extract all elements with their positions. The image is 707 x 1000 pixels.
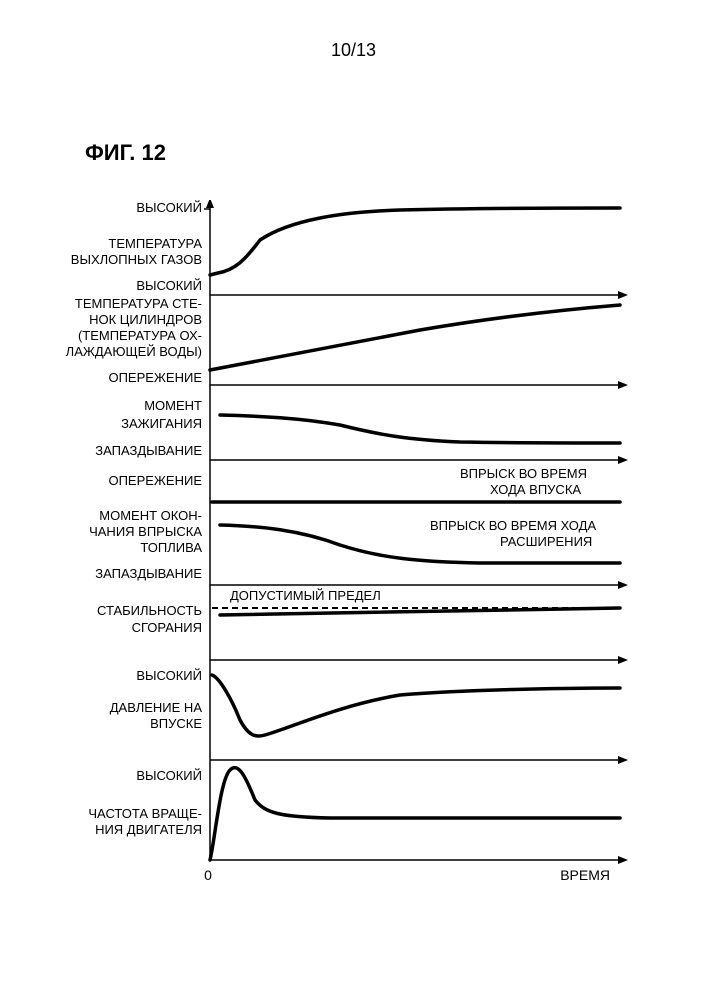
ignition-timing-label: МОМЕНТ	[144, 398, 202, 413]
chart-svg: ВЫСОКИЙ ТЕМПЕРАТУРАВЫХЛОПНЫХ ГАЗОВ ВЫСОКИЙ…	[60, 200, 640, 900]
injection-end-timing-label: ОПЕРЕЖЕНИЕ	[108, 473, 202, 488]
page-number: 10/13	[0, 40, 707, 61]
exhaust-temp-label: ТЕМПЕРАТУРА	[108, 236, 202, 251]
engine-speed-curve	[210, 768, 620, 860]
ignition-timing-label: ЗАПАЗДЫВАНИЕ	[95, 443, 202, 458]
cylinder-wall-temp-label: ВЫСОКИЙ	[136, 278, 202, 293]
figure-title: ФИГ. 12	[85, 140, 166, 166]
combustion-stability-annot: ДОПУСТИМЫЙ ПРЕДЕЛ	[230, 588, 381, 603]
cylinder-wall-temp-label: НОК ЦИЛИНДРОВ	[89, 312, 202, 327]
exhaust-temp-label: ВЫХЛОПНЫХ ГАЗОВ	[71, 252, 202, 267]
injection-end-timing-label: ТОПЛИВА	[140, 540, 202, 555]
injection-end-timing-annot: ВПРЫСК ВО ВРЕМЯ	[460, 466, 587, 481]
combustion-stability-label: СТАБИЛЬНОСТЬ	[97, 603, 202, 618]
ignition-timing-label: ОПЕРЕЖЕНИЕ	[108, 370, 202, 385]
intake-pressure-label: ВПУСКЕ	[150, 716, 202, 731]
injection-end-timing-annot: ВПРЫСК ВО ВРЕМЯ ХОДА	[430, 518, 596, 533]
engine-speed-label: НИЯ ДВИГАТЕЛЯ	[95, 822, 202, 837]
ignition-timing-curve	[220, 415, 620, 443]
engine-speed-label: ВЫСОКИЙ	[136, 768, 202, 783]
injection-end-timing-label: ЗАПАЗДЫВАНИЕ	[95, 566, 202, 581]
injection-end-timing-annot: ХОДА ВПУСКА	[490, 482, 581, 497]
ignition-timing-label: ЗАЖИГАНИЯ	[121, 416, 202, 431]
intake-pressure-label: ВЫСОКИЙ	[136, 668, 202, 683]
exhaust-temp-label: ВЫСОКИЙ	[136, 200, 202, 215]
cylinder-wall-temp-label: ЛАЖДАЮЩЕЙ ВОДЫ)	[66, 344, 202, 359]
cylinder-wall-temp-curve	[210, 305, 620, 370]
cylinder-wall-temp-label: ТЕМПЕРАТУРА СТЕ-	[75, 296, 202, 311]
x-axis-zero: 0	[204, 867, 212, 883]
injection-end-timing-label: МОМЕНТ ОКОН-	[99, 508, 202, 523]
intake-pressure-curve	[212, 675, 620, 736]
intake-pressure-label: ДАВЛЕНИЕ НА	[110, 700, 203, 715]
injection-end-timing-label: ЧАНИЯ ВПРЫСКА	[89, 524, 202, 539]
engine-speed-label: ЧАСТОТА ВРАЩЕ-	[88, 806, 202, 821]
x-axis-time-label: ВРЕМЯ	[560, 867, 610, 883]
cylinder-wall-temp-label: (ТЕМПЕРАТУРА ОХ-	[78, 328, 202, 343]
page: 10/13 ФИГ. 12 ВЫСОКИЙ ТЕМПЕРАТУРАВЫХЛОПНЫ…	[0, 0, 707, 1000]
combustion-stability-curve	[220, 608, 620, 615]
timing-chart: ВЫСОКИЙ ТЕМПЕРАТУРАВЫХЛОПНЫХ ГАЗОВ ВЫСОКИЙ…	[60, 200, 640, 900]
exhaust-temp-curve	[210, 208, 620, 275]
injection-end-timing-annot: РАСШИРЕНИЯ	[500, 534, 592, 549]
combustion-stability-label: СГОРАНИЯ	[132, 620, 202, 635]
